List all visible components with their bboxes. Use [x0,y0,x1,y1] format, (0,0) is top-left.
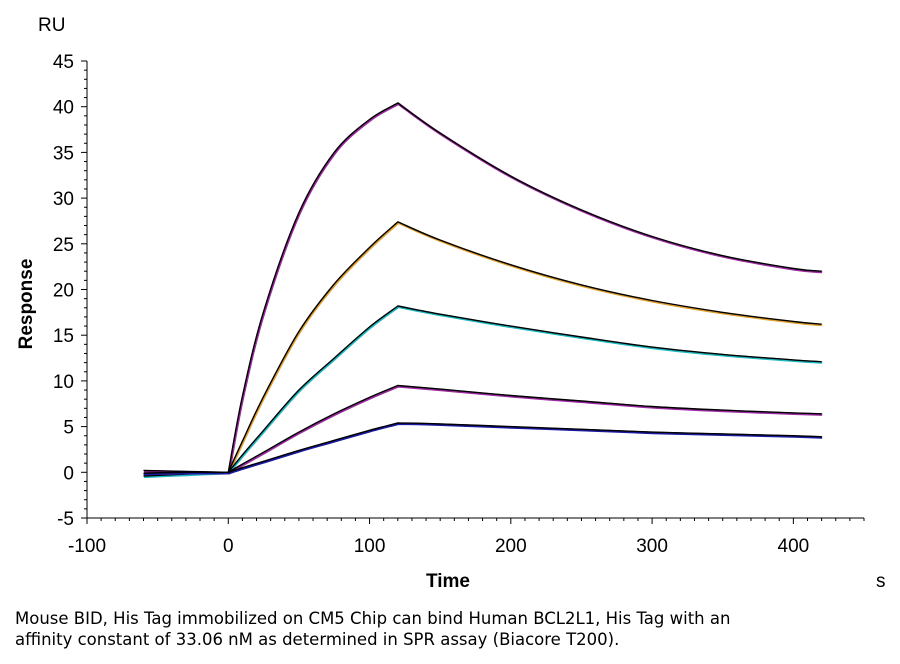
y-tick-label: 20 [53,281,74,302]
spr-sensorgram-chart: -5 0 5 10 15 20 25 30 35 40 45 -100 0 100 200 300 400 RU… [16,15,886,592]
measured-curve [144,384,823,476]
y-tick-label: 0 [63,463,74,484]
y-tick-label: 5 [63,418,74,439]
measured-curve [144,305,823,479]
fit-curve [143,422,822,474]
caption-line-2: affinity constant of 33.06 nM as determi… [15,630,620,649]
figure-caption: Mouse BID, His Tag immobilized on CM5 Ch… [15,608,875,650]
tick-labels: -5 0 5 10 15 20 25 30 35 40 45 -100 0 100 200 300 400 [53,52,809,557]
fit-curve [143,384,822,474]
data-series [143,102,823,479]
x-tick-label: -100 [68,536,106,557]
series-2 [143,221,823,477]
x-unit-label: s [876,571,886,592]
series-4 [143,384,823,476]
series-3 [143,305,823,479]
x-tick-label: 300 [636,536,668,557]
x-tick-label: 0 [223,536,234,557]
series-1 [143,102,823,475]
y-tick-label: 15 [53,326,74,347]
x-tick-label: 200 [495,536,527,557]
measured-curve [144,422,823,476]
fit-curve [143,102,822,474]
y-tick-label: 40 [53,98,74,119]
y-tick-label: 30 [53,189,74,210]
y-tick-label: 25 [53,235,74,256]
measured-curve [144,102,823,475]
x-axis-title: Time [426,571,470,592]
y-unit-label: RU [38,15,65,36]
tick-marks [81,60,865,524]
measured-curve [144,221,823,477]
y-axis-title: Response [16,259,37,350]
y-tick-label: -5 [57,509,74,530]
axes [86,61,864,519]
fit-curve [143,305,822,477]
y-tick-label: 35 [53,143,74,164]
x-tick-label: 100 [354,536,386,557]
y-tick-label: 45 [53,52,74,73]
series-5 [143,422,823,476]
x-tick-label: 400 [778,536,810,557]
caption-line-1: Mouse BID, His Tag immobilized on CM5 Ch… [15,609,731,628]
y-tick-label: 10 [53,372,74,393]
fit-curve [143,221,822,475]
